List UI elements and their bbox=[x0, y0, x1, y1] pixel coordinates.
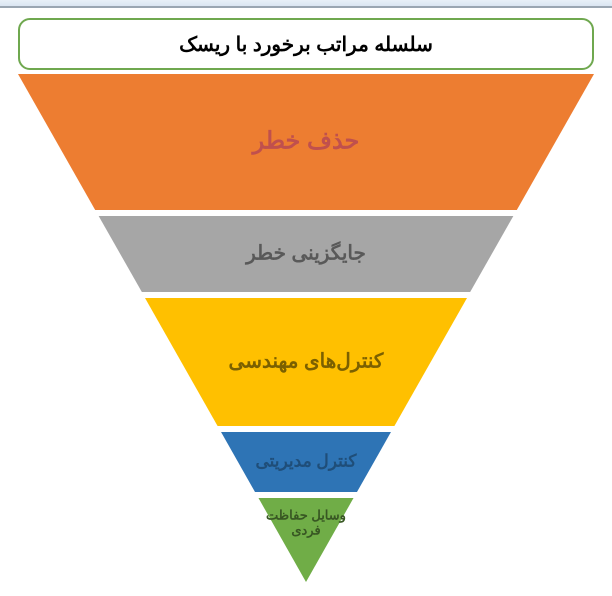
funnel-svg: حذف خطر جایگزینی خطر کنترل‌های مهندسی کنترل… bbox=[18, 74, 594, 582]
funnel-label-2: کنترل‌های مهندسی bbox=[229, 350, 384, 373]
title-text: سلسله مراتب برخورد با ریسک bbox=[179, 32, 433, 57]
funnel-label-4-l1: وسایل حفاظت bbox=[266, 507, 346, 523]
ruler-top bbox=[0, 0, 612, 8]
funnel-label-1: جایگزینی خطر bbox=[244, 240, 366, 265]
funnel-diagram: حذف خطر جایگزینی خطر کنترل‌های مهندسی کنترل… bbox=[18, 74, 594, 582]
funnel-label-0: حذف خطر bbox=[251, 127, 360, 155]
funnel-label-3: کنترل مدیریتی bbox=[256, 451, 358, 471]
funnel-label-4-l2: فردی bbox=[291, 522, 320, 538]
title-box: سلسله مراتب برخورد با ریسک bbox=[18, 18, 594, 70]
ruler-spine bbox=[0, 6, 612, 8]
